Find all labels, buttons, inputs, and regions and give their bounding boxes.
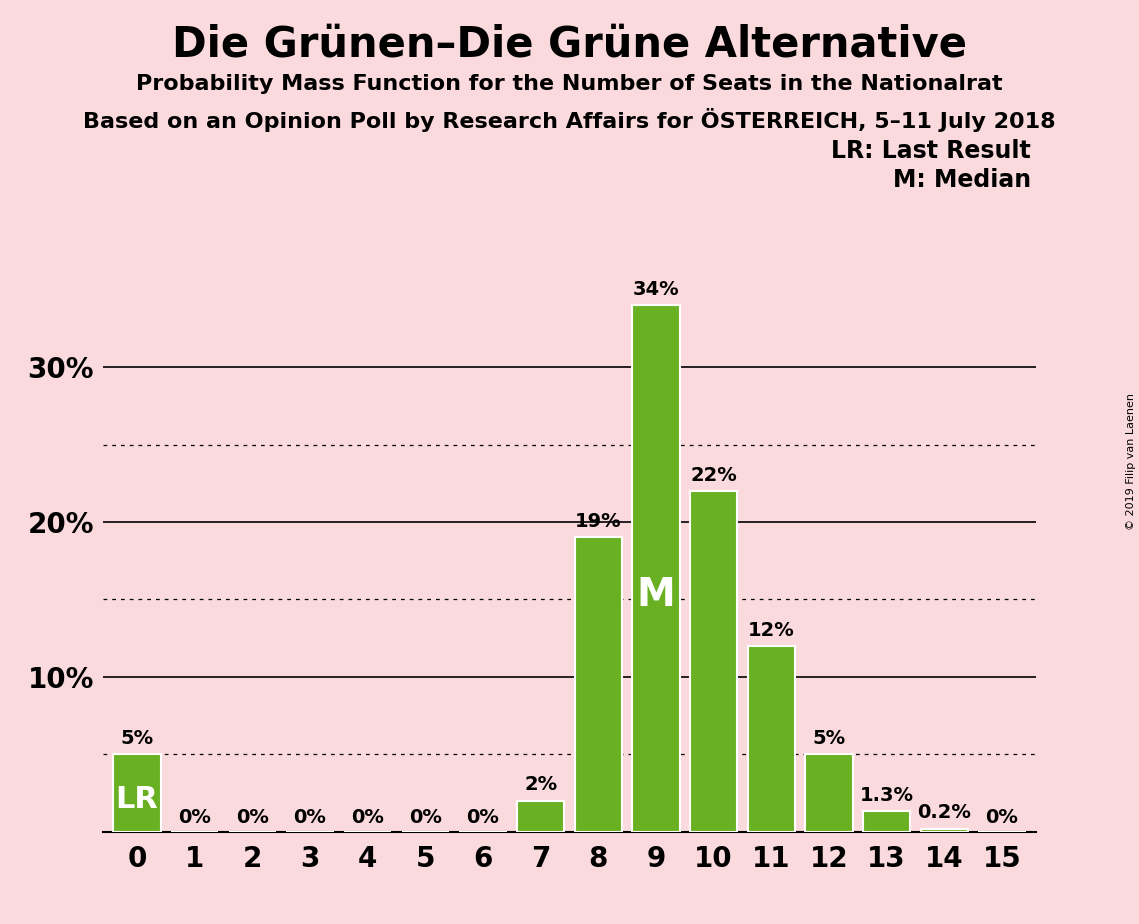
Text: M: Median: M: Median [893, 168, 1031, 192]
Text: LR: Last Result: LR: Last Result [831, 139, 1031, 163]
Text: Based on an Opinion Poll by Research Affairs for ÖSTERREICH, 5–11 July 2018: Based on an Opinion Poll by Research Aff… [83, 108, 1056, 132]
Text: 0%: 0% [467, 808, 500, 827]
Text: 5%: 5% [812, 729, 845, 748]
Text: 0%: 0% [985, 808, 1018, 827]
Text: Die Grünen–Die Grüne Alternative: Die Grünen–Die Grüne Alternative [172, 23, 967, 65]
Text: 19%: 19% [575, 512, 622, 531]
Bar [114, 754, 161, 832]
Text: 0%: 0% [236, 808, 269, 827]
Text: LR: LR [116, 784, 158, 814]
Bar [805, 754, 853, 832]
Bar [863, 811, 910, 832]
Text: 0%: 0% [409, 808, 442, 827]
Text: 0%: 0% [179, 808, 211, 827]
Bar [920, 829, 968, 832]
Text: 0%: 0% [294, 808, 327, 827]
Bar [690, 491, 737, 832]
Text: 0.2%: 0.2% [917, 803, 972, 822]
Text: Probability Mass Function for the Number of Seats in the Nationalrat: Probability Mass Function for the Number… [137, 74, 1002, 94]
Bar [747, 646, 795, 832]
Bar [517, 800, 564, 832]
Text: © 2019 Filip van Laenen: © 2019 Filip van Laenen [1126, 394, 1136, 530]
Bar [575, 538, 622, 832]
Text: 0%: 0% [351, 808, 384, 827]
Text: 22%: 22% [690, 466, 737, 485]
Text: 12%: 12% [748, 621, 795, 639]
Bar [632, 305, 680, 832]
Text: 34%: 34% [632, 280, 679, 299]
Text: 1.3%: 1.3% [860, 786, 913, 806]
Text: 2%: 2% [524, 775, 557, 795]
Text: 5%: 5% [121, 729, 154, 748]
Text: M: M [637, 576, 675, 614]
